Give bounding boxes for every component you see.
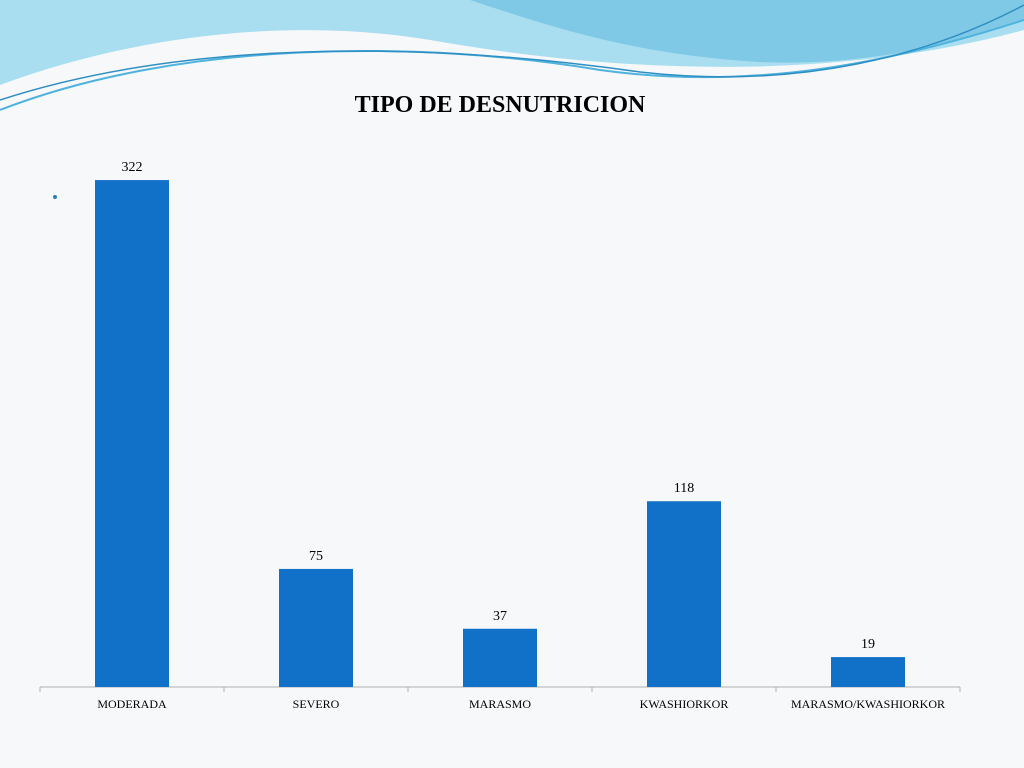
bar-marasmo-kwashiorkor (831, 657, 905, 687)
data-label: 19 (861, 637, 875, 652)
bar-severo (279, 568, 353, 687)
bullet-dot (53, 195, 57, 199)
bar-kwashiorkor (647, 501, 721, 687)
data-label: 75 (309, 549, 323, 564)
data-label: 118 (674, 481, 694, 496)
x-tick-label: SEVERO (293, 697, 340, 711)
data-label: 37 (493, 609, 507, 624)
x-tick-label: KWASHIORKOR (640, 697, 729, 711)
x-tick-label: MODERADA (97, 697, 167, 711)
header-wave-decoration (0, 0, 1024, 111)
chart-title: TIPO DE DESNUTRICION (354, 92, 646, 118)
bar-marasmo (463, 628, 537, 687)
wave-band-main (0, 0, 1024, 63)
x-tick-label: MARASMO (469, 697, 531, 711)
wave-line-2 (0, 4, 1024, 101)
bar-moderada (95, 180, 169, 687)
data-label: 322 (122, 160, 143, 175)
x-tick-label: MARASMO/KWASHIORKOR (791, 697, 945, 711)
